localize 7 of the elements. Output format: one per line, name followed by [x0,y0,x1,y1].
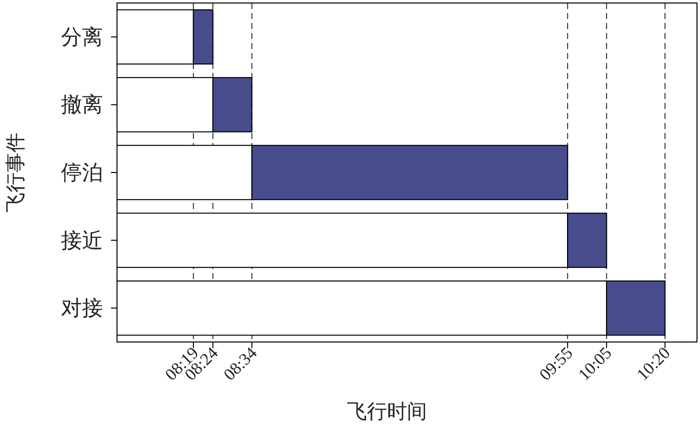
y-tick-label: 接近 [61,228,103,252]
y-tick-label: 分离 [61,24,103,49]
y-tick-label: 对接 [61,296,103,320]
y-tick-label: 撤离 [61,92,103,117]
y-axis-title: 飞行事件 [5,132,27,212]
y-tick-label: 停泊 [61,160,103,184]
x-axis-title: 飞行时间 [347,401,427,423]
